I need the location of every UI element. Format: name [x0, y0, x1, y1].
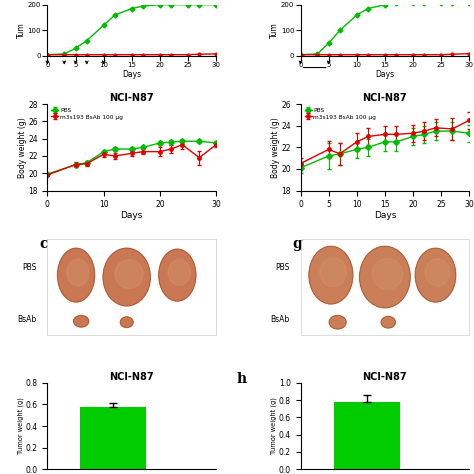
Ellipse shape: [159, 249, 196, 301]
Title: NCI-N87: NCI-N87: [363, 93, 407, 103]
Ellipse shape: [120, 317, 133, 328]
Title: NCI-N87: NCI-N87: [363, 372, 407, 382]
Legend: PBS, m3s193 BsAb 100 μg: PBS, m3s193 BsAb 100 μg: [303, 107, 377, 121]
Text: b: b: [0, 0, 7, 3]
Ellipse shape: [103, 248, 150, 306]
Title: NCI-N87: NCI-N87: [109, 93, 154, 103]
Y-axis label: Body weight (g): Body weight (g): [271, 117, 280, 178]
Y-axis label: Tum: Tum: [270, 22, 279, 38]
Ellipse shape: [309, 246, 353, 304]
Ellipse shape: [415, 248, 456, 302]
Ellipse shape: [115, 260, 143, 289]
Ellipse shape: [372, 259, 402, 289]
Ellipse shape: [329, 316, 346, 329]
Text: c: c: [39, 237, 47, 251]
Y-axis label: Tumor weight (g): Tumor weight (g): [271, 398, 277, 455]
Ellipse shape: [73, 316, 89, 327]
Ellipse shape: [320, 258, 346, 287]
Ellipse shape: [360, 246, 410, 308]
Y-axis label: Body weight (g): Body weight (g): [18, 117, 27, 178]
Text: PBS: PBS: [275, 263, 290, 272]
Text: h: h: [237, 373, 246, 386]
Text: BsAb: BsAb: [270, 315, 290, 324]
X-axis label: Days: Days: [374, 210, 396, 219]
Text: g: g: [292, 237, 302, 251]
Ellipse shape: [425, 259, 450, 286]
Ellipse shape: [168, 260, 191, 285]
Text: f: f: [250, 0, 256, 3]
Ellipse shape: [57, 248, 95, 302]
Bar: [334, 402, 400, 469]
Text: BsAb: BsAb: [17, 315, 36, 324]
X-axis label: Days: Days: [375, 70, 394, 79]
Title: NCI-N87: NCI-N87: [109, 372, 154, 382]
Ellipse shape: [67, 259, 89, 286]
Ellipse shape: [381, 317, 395, 328]
X-axis label: Days: Days: [120, 210, 143, 219]
Text: PBS: PBS: [22, 263, 36, 272]
Legend: PBS, m3s193 BsAb 100 μg: PBS, m3s193 BsAb 100 μg: [50, 107, 124, 121]
Bar: [81, 407, 146, 469]
X-axis label: Days: Days: [122, 70, 141, 79]
Y-axis label: Tumor weight (g): Tumor weight (g): [18, 398, 24, 455]
Y-axis label: Tum: Tum: [17, 22, 26, 38]
